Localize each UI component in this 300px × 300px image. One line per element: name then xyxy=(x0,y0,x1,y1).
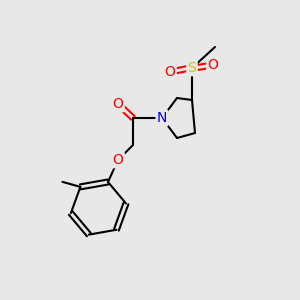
Text: O: O xyxy=(208,58,218,72)
Text: S: S xyxy=(188,61,196,75)
Text: O: O xyxy=(112,97,123,111)
Text: N: N xyxy=(157,111,167,125)
Text: O: O xyxy=(165,65,176,79)
Text: O: O xyxy=(112,153,123,167)
